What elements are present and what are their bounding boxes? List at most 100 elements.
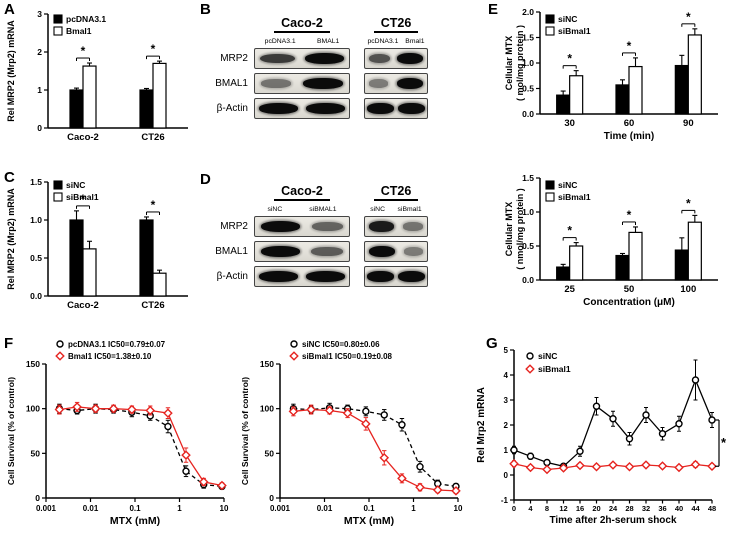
panel-e-time-bar-chart: 0.0 0.5 1.0 1.5 2.0 Cellular MTX( mol/mg prot… [470,0,740,169]
legend-row: siBmal1 IC50=0.19±0.08 [289,351,393,361]
svg-text:1.5: 1.5 [522,33,534,43]
svg-text:40: 40 [675,504,683,513]
svg-text:1: 1 [37,85,42,95]
blot-membrane [254,48,350,69]
svg-text:0.0: 0.0 [30,291,42,301]
protein-band [260,246,301,257]
blot-membrane [364,48,428,69]
protein-band [311,222,344,231]
protein-band [397,53,424,64]
svg-text:50: 50 [624,284,635,295]
protein-band [369,246,396,257]
svg-text:1: 1 [504,446,509,455]
blot-row-label: MRP2 [220,53,248,64]
svg-text:siNC IC50=0.80±0.06: siNC IC50=0.80±0.06 [302,340,380,349]
bars: * * * [556,10,702,115]
svg-text:Cell Survival (% of control): Cell Survival (% of control) [6,377,16,485]
series-0 [510,359,716,470]
svg-text:1: 1 [411,504,416,513]
svg-text:siBmal1: siBmal1 [558,26,591,36]
svg-text:Time after 2h-serum shock: Time after 2h-serum shock [549,515,677,526]
svg-text:4: 4 [528,504,533,513]
svg-text:1.0: 1.0 [522,58,534,68]
blot-group-title: CT26 [373,16,419,33]
lane-label: pcDNA3.1 [367,38,399,45]
panel-label-f: F [4,335,14,352]
svg-text:*: * [627,39,632,53]
legend-row: pcDNA3.1 IC50=0.79±0.07 [56,340,166,349]
svg-text:siBmal1 IC50=0.19±0.08: siBmal1 IC50=0.19±0.08 [302,352,393,361]
panel-a-bar-chart: 0 1 2 3 Rel MRP2 (Mrp2) mRNA Caco-2 CT26 * * pcDN… [2,0,195,171]
svg-text:60: 60 [624,118,635,129]
svg-text:2.0: 2.0 [522,7,534,17]
svg-text:*: * [686,196,691,210]
protein-band [304,53,345,64]
svg-text:32: 32 [642,504,650,513]
svg-text:siNC: siNC [558,180,577,190]
lane-labels: siNC siBMAL1 [254,204,350,214]
svg-text:( mol/mg protein ): ( mol/mg protein ) [515,25,525,101]
svg-text:44: 44 [691,504,700,513]
svg-text:CT26: CT26 [141,300,164,311]
blot-group-title: CT26 [373,184,419,201]
protein-band [261,79,291,88]
chart-svg: 0 50 100 150 0.001 0.01 0.1 1 10 Cell Survival (%… [6,340,229,527]
significance-bracket: * [715,419,727,467]
blot-row-label: MRP2 [220,221,248,232]
chart-svg: 0.0 0.5 1.0 1.5 Cellular MTX( nmol/mg protei… [504,173,718,308]
svg-text:100: 100 [26,404,40,414]
protein-band [398,271,425,282]
series-1 [54,401,227,491]
blot-membrane [364,98,428,119]
svg-text:0: 0 [269,493,274,503]
svg-text:*: * [567,224,572,238]
svg-text:0.5: 0.5 [30,253,42,263]
svg-text:Caco-2: Caco-2 [67,132,99,143]
protein-band [258,103,299,114]
svg-text:1.0: 1.0 [30,215,42,225]
protein-band [259,53,295,64]
blot-group-title: Caco-2 [274,184,330,201]
svg-text:28: 28 [625,504,633,513]
blot-row-label: β-Actin [216,271,248,282]
legend-row: Bmal1 IC50=1.38±0.10 [55,351,152,361]
series-1 [509,458,717,475]
lane-labels: siNC siBmal1 [364,204,428,214]
panel-label-c: C [4,169,15,186]
svg-text:*: * [627,208,632,222]
lane-labels: pcDNA3.1 BMAL1 [254,36,350,46]
legend: siNC siBmal1 [53,180,99,202]
svg-text:MTX (mM): MTX (mM) [110,515,160,527]
legend-row: siBmal1 [525,364,571,374]
protein-band [367,271,394,282]
panel-label-e: E [488,1,499,18]
lane-label: siBmal1 [397,206,422,213]
protein-band [403,247,423,256]
svg-text:0: 0 [512,504,516,513]
svg-text:0.001: 0.001 [270,504,291,513]
svg-text:25: 25 [564,284,575,295]
bars: * * [69,192,167,297]
svg-text:0.0: 0.0 [522,275,534,285]
axes: 0 50 100 150 0.001 0.01 0.1 1 10 Cell Survival (%… [6,359,229,527]
svg-text:0.5: 0.5 [522,241,534,251]
svg-text:Time (min): Time (min) [604,131,654,142]
panel-d-western-blot: Caco-2 CT26 siNC siBMAL1 siNC siBmal1 MRP2 BMAL… [206,172,430,289]
svg-text:0: 0 [504,471,509,480]
svg-text:siNC: siNC [66,180,85,190]
svg-text:Rel MRP2 (Mrp2) mRNA: Rel MRP2 (Mrp2) mRNA [6,20,16,122]
svg-text:0.01: 0.01 [83,504,99,513]
panel-label-b: B [200,1,211,18]
svg-text:3: 3 [504,396,509,405]
protein-band [305,271,346,282]
protein-band [368,53,391,64]
panel-label-a: A [4,1,15,18]
svg-text:0: 0 [37,123,42,133]
chart-svg: 0.0 0.5 1.0 1.5 2.0 Cellular MTX( mol/mg prot… [504,7,718,142]
svg-text:2: 2 [504,421,509,430]
svg-text:*: * [151,198,156,212]
